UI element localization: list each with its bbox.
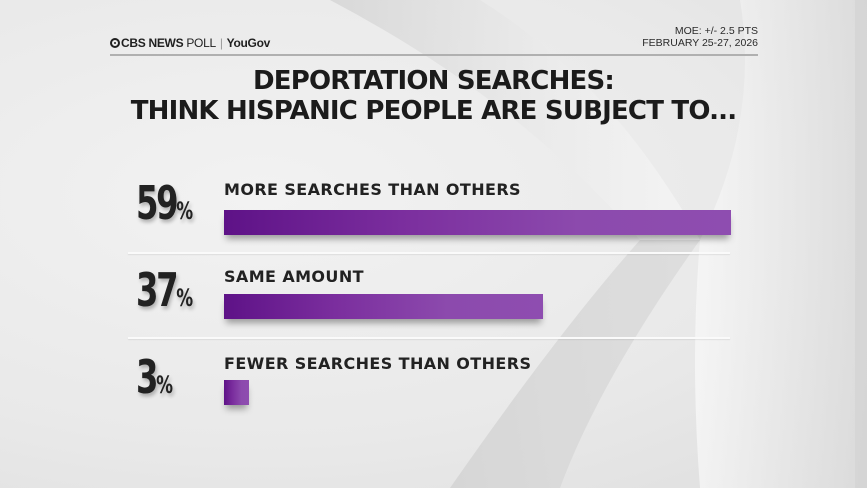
row-divider <box>128 252 730 254</box>
percent-value: 37% <box>136 263 194 317</box>
row-divider <box>128 337 730 339</box>
poll-dates: FEBRUARY 25-27, 2026 <box>642 37 758 49</box>
poll-meta: MOE: +/- 2.5 PTS FEBRUARY 25-27, 2026 <box>642 25 758 49</box>
cbs-news-poll-logo: CBS NEWS POLL | YouGov <box>110 36 270 50</box>
logo-brand: CBS NEWS <box>121 36 184 50</box>
bar-fewer-searches <box>224 380 249 405</box>
percent-value: 3% <box>136 350 174 404</box>
result-row-more: 59% MORE SEARCHES THAN OTHERS <box>0 176 867 256</box>
bar-more-searches <box>224 210 731 235</box>
margin-of-error: MOE: +/- 2.5 PTS <box>674 25 758 37</box>
answer-label: MORE SEARCHES THAN OTHERS <box>224 180 521 199</box>
percent-value: 59% <box>136 176 194 230</box>
logo-separator: | <box>219 36 223 50</box>
chart-title: DEPORTATION SEARCHES: THINK HISPANIC PEO… <box>0 66 867 126</box>
title-line-2: THINK HISPANIC PEOPLE ARE SUBJECT TO... <box>130 96 737 126</box>
header-divider <box>110 54 758 56</box>
cbs-eye-icon <box>110 38 120 48</box>
header: CBS NEWS POLL | YouGov MOE: +/- 2.5 PTS FE… <box>110 25 758 54</box>
yougov-logo: YouGov <box>226 36 271 50</box>
answer-label: SAME AMOUNT <box>224 267 364 286</box>
title-line-1: DEPORTATION SEARCHES: <box>252 66 615 96</box>
result-row-same: 37% SAME AMOUNT <box>0 263 867 343</box>
result-row-fewer: 3% FEWER SEARCHES THAN OTHERS <box>0 350 867 430</box>
bar-same-amount <box>224 294 543 319</box>
answer-label: FEWER SEARCHES THAN OTHERS <box>224 354 532 373</box>
logo-poll: POLL <box>186 36 216 50</box>
